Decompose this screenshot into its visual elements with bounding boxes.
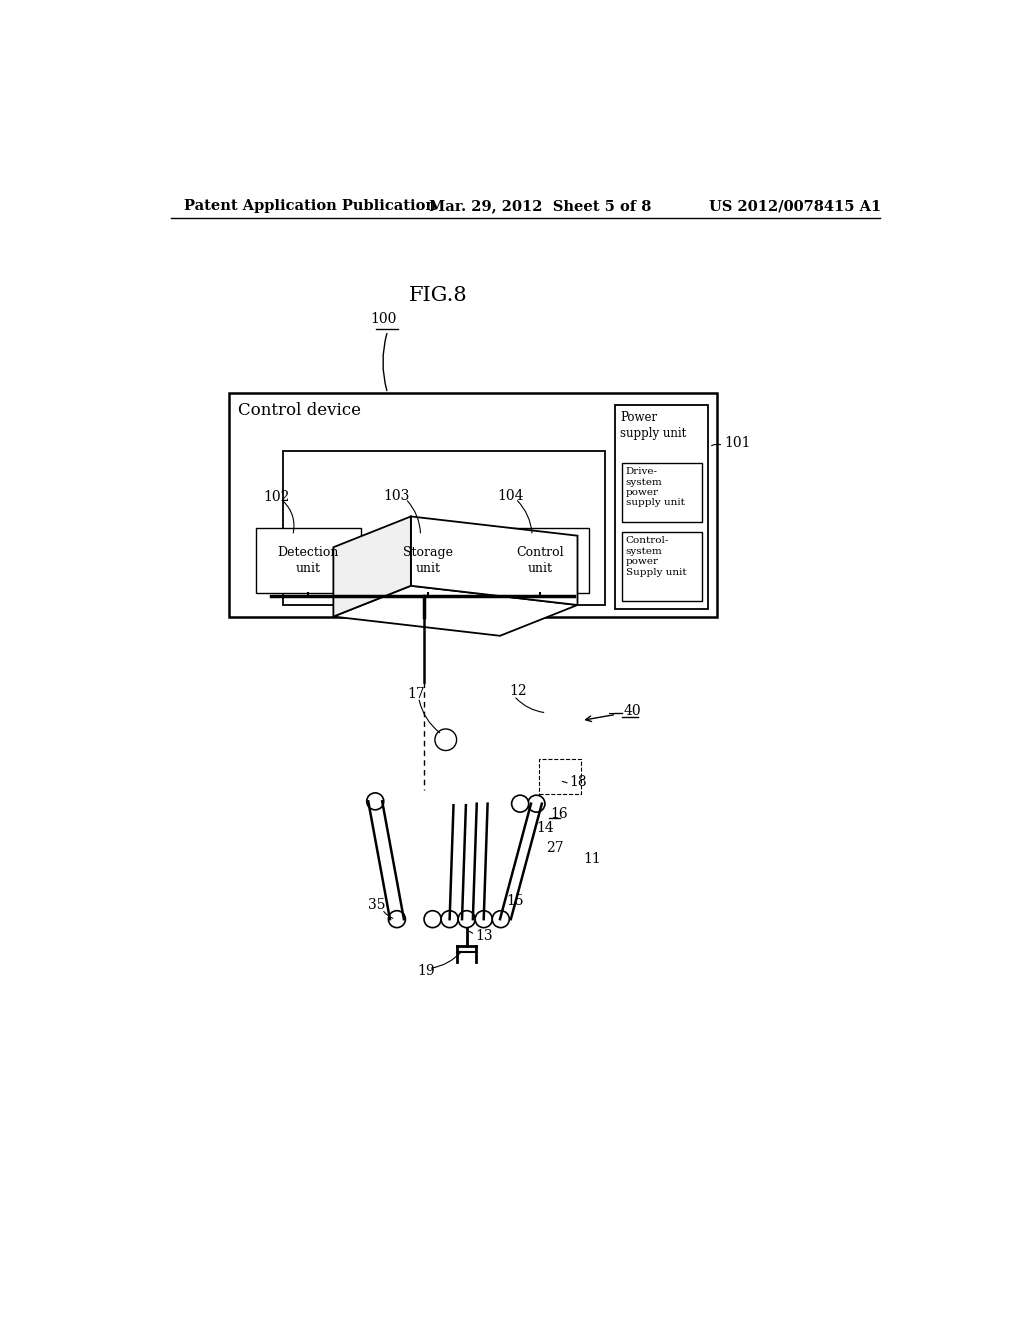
- Text: 11: 11: [584, 853, 601, 866]
- Circle shape: [493, 911, 509, 928]
- Text: Detection
unit: Detection unit: [278, 546, 339, 576]
- Text: 40: 40: [624, 705, 642, 718]
- Text: 101: 101: [725, 437, 752, 450]
- Circle shape: [528, 795, 545, 812]
- Bar: [256, 528, 360, 594]
- Text: 27: 27: [547, 841, 564, 854]
- Text: 104: 104: [497, 488, 523, 503]
- Text: 35: 35: [369, 899, 386, 912]
- Circle shape: [512, 795, 528, 812]
- Text: Power
supply unit: Power supply unit: [621, 411, 686, 440]
- Text: 14: 14: [537, 821, 554, 836]
- Text: 100: 100: [371, 313, 397, 326]
- Text: 102: 102: [263, 490, 290, 504]
- Circle shape: [367, 793, 384, 810]
- Circle shape: [388, 911, 406, 928]
- Text: Mar. 29, 2012  Sheet 5 of 8: Mar. 29, 2012 Sheet 5 of 8: [429, 199, 651, 213]
- Text: 15: 15: [506, 895, 524, 908]
- Text: 103: 103: [384, 488, 411, 503]
- Bar: [614, 405, 708, 609]
- Polygon shape: [411, 516, 578, 605]
- Text: 17: 17: [407, 688, 425, 701]
- Text: Control
unit: Control unit: [516, 546, 564, 576]
- Circle shape: [458, 911, 475, 928]
- Text: 16: 16: [550, 808, 568, 821]
- Text: FIG.8: FIG.8: [409, 286, 467, 305]
- Bar: [622, 532, 701, 601]
- Circle shape: [441, 911, 458, 928]
- Polygon shape: [334, 586, 578, 636]
- Bar: [228, 393, 717, 616]
- Text: Storage
unit: Storage unit: [403, 546, 454, 576]
- Text: 19: 19: [417, 964, 435, 978]
- Text: 13: 13: [475, 929, 493, 942]
- Text: 12: 12: [509, 684, 527, 698]
- Bar: [622, 462, 701, 521]
- Text: Patent Application Publication: Patent Application Publication: [183, 199, 436, 213]
- Circle shape: [475, 911, 493, 928]
- Text: US 2012/0078415 A1: US 2012/0078415 A1: [710, 199, 882, 213]
- Circle shape: [424, 911, 441, 928]
- Bar: [539, 759, 582, 793]
- Text: 18: 18: [569, 775, 588, 789]
- Bar: [490, 528, 589, 594]
- Text: Control-
system
power
Supply unit: Control- system power Supply unit: [626, 536, 686, 577]
- Text: Control device: Control device: [238, 401, 361, 418]
- Bar: [380, 528, 477, 594]
- Text: Drive-
system
power
supply unit: Drive- system power supply unit: [626, 467, 684, 507]
- Polygon shape: [334, 516, 411, 616]
- Bar: [283, 451, 604, 605]
